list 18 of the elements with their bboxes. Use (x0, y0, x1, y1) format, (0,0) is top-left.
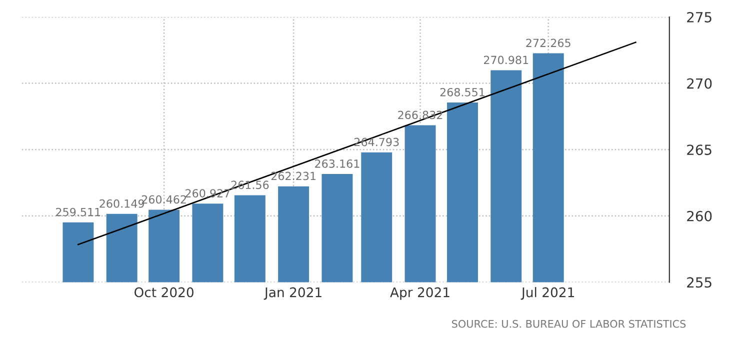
data-label: 263.161 (315, 159, 360, 168)
data-label: 259.511 (56, 208, 100, 216)
data-label: 260.462 (142, 195, 186, 204)
data-label: 268.551 (440, 88, 484, 96)
data-label: 270.981 (484, 56, 528, 64)
y-tick-label: 275 (687, 12, 712, 22)
y-tick-label: 260 (687, 210, 712, 222)
y-tick-label: 270 (687, 78, 712, 89)
y-tick-label: 255 (687, 277, 712, 288)
source-note: SOURCE: U.S. BUREAU OF LABOR STATISTICS (452, 320, 686, 328)
y-tick-label: 265 (687, 144, 712, 156)
x-tick-label: Jul 2021 (520, 287, 574, 300)
data-label: 262.231 (271, 172, 316, 180)
x-tick-label: Jan 2021 (264, 287, 322, 300)
x-tick-label: Apr 2021 (390, 287, 450, 300)
data-label: 260.149 (100, 199, 144, 208)
data-label: 272.265 (526, 38, 570, 48)
x-tick-label: Oct 2020 (134, 287, 194, 298)
